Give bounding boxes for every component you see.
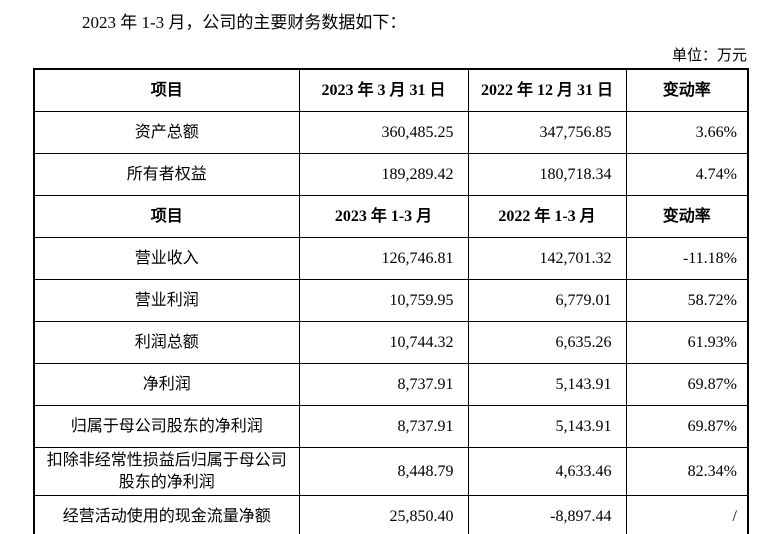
header-cell-period-2023: 2023 年 1-3 月 [298,195,469,238]
value-2022: 180,718.34 [467,153,627,196]
value-change: 4.74% [625,153,749,196]
unit-label: 单位：万元 [671,48,747,64]
value-2022: -8,897.44 [467,495,627,534]
value-2023: 10,759.95 [298,279,469,322]
table-header-row-income: 项目 2023 年 1-3 月 2022 年 1-3 月 变动率 [33,195,749,238]
value-2022: 6,635.26 [467,321,627,364]
header-cell-date-2023: 2023 年 3 月 31 日 [298,68,469,112]
table-row-operating-profit: 营业利润 10,759.95 6,779.01 58.72% [33,279,749,322]
value-2023: 189,289.42 [298,153,469,196]
value-2023: 360,485.25 [298,111,469,154]
table-row-total-profit: 利润总额 10,744.32 6,635.26 61.93% [33,321,749,364]
financial-table: 项目 2023 年 3 月 31 日 2022 年 12 月 31 日 变动率 … [33,68,749,534]
header-cell-change-rate: 变动率 [625,68,749,112]
row-label: 经营活动使用的现金流量净额 [33,495,300,534]
value-2022: 5,143.91 [467,363,627,406]
value-2022: 347,756.85 [467,111,627,154]
header-cell-item: 项目 [33,68,300,112]
row-label: 营业利润 [33,279,300,322]
value-change: 69.87% [625,363,749,406]
value-2022: 142,701.32 [467,237,627,280]
value-2023: 10,744.32 [298,321,469,364]
table-row-operating-cash-flow: 经营活动使用的现金流量净额 25,850.40 -8,897.44 / [33,495,749,534]
table-row-operating-revenue: 营业收入 126,746.81 142,701.32 -11.18% [33,237,749,280]
table-header-row-balance: 项目 2023 年 3 月 31 日 2022 年 12 月 31 日 变动率 [33,68,749,112]
table-row-total-assets: 资产总额 360,485.25 347,756.85 3.66% [33,111,749,154]
value-2023: 8,737.91 [298,405,469,448]
row-label: 资产总额 [33,111,300,154]
table-row-owners-equity: 所有者权益 189,289.42 180,718.34 4.74% [33,153,749,196]
table-row-net-profit: 净利润 8,737.91 5,143.91 69.87% [33,363,749,406]
row-label: 所有者权益 [33,153,300,196]
row-label: 营业收入 [33,237,300,280]
value-2023: 8,448.79 [298,446,469,497]
value-change: 3.66% [625,111,749,154]
value-change: / [625,495,749,534]
row-label: 利润总额 [33,321,300,364]
value-2022: 4,633.46 [467,446,627,497]
value-change: 61.93% [625,321,749,364]
value-2022: 6,779.01 [467,279,627,322]
value-2023: 126,746.81 [298,237,469,280]
header-cell-date-2022: 2022 年 12 月 31 日 [467,68,627,112]
value-2022: 5,143.91 [467,405,627,448]
header-cell-change-rate: 变动率 [625,195,749,238]
table-row-net-profit-excl-nonrecurring: 扣除非经常性损益后归属于母公司股东的净利润 8,448.79 4,633.46 … [33,446,749,497]
value-change: 69.87% [625,405,749,448]
table-row-net-profit-to-parent: 归属于母公司股东的净利润 8,737.91 5,143.91 69.87% [33,405,749,448]
value-change: 82.34% [625,446,749,497]
page-title: 2023 年 1-3 月，公司的主要财务数据如下： [82,13,407,32]
row-label: 净利润 [33,363,300,406]
value-2023: 8,737.91 [298,363,469,406]
header-cell-item: 项目 [33,195,300,238]
row-label: 归属于母公司股东的净利润 [33,405,300,448]
header-cell-period-2022: 2022 年 1-3 月 [467,195,627,238]
value-2023: 25,850.40 [298,495,469,534]
value-change: 58.72% [625,279,749,322]
row-label: 扣除非经常性损益后归属于母公司股东的净利润 [33,446,300,497]
value-change: -11.18% [625,237,749,280]
